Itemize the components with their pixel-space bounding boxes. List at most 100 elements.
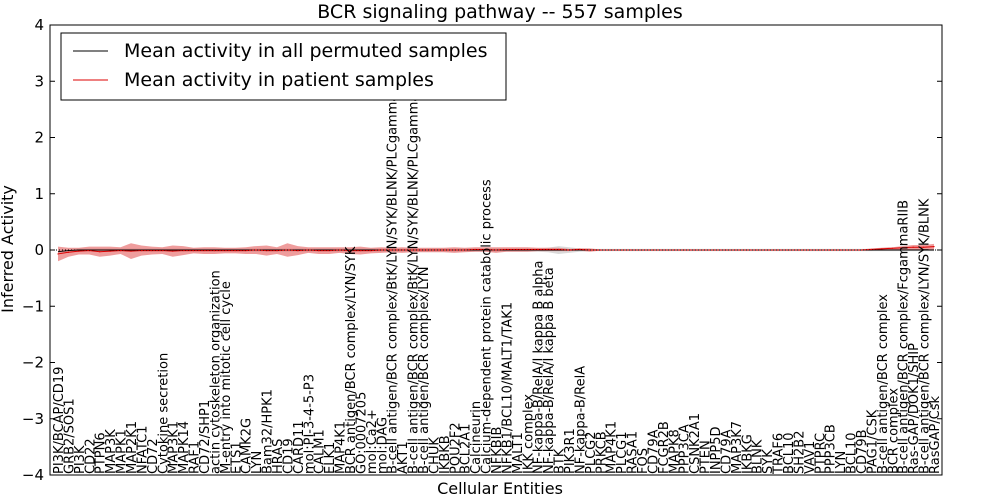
y-tick-label: −3 <box>22 410 44 428</box>
y-axis: −4 −3 −2 −1 0 1 2 3 4 <box>22 16 942 484</box>
x-tick-label: ELK1 <box>323 442 338 474</box>
x-tick-label: Calcineurin <box>469 401 484 474</box>
patient-data-point <box>255 249 257 251</box>
x-tick-label: CHUK <box>427 437 442 474</box>
patient-data-point <box>109 250 111 252</box>
x-tick-label: PLCG2 <box>584 431 599 474</box>
x-tick-label: GO:0007205 <box>354 392 369 474</box>
x-tick-label: mol:PI-3-4-5-P3 <box>302 374 317 474</box>
patient-data-point <box>756 249 758 251</box>
x-tick-label: BTK <box>553 448 568 474</box>
x-tick-label: BCL10 <box>782 432 797 474</box>
x-tick-label: NFKB1/BCL10/MALT1/TAK1 <box>500 302 515 474</box>
x-tick-label: PPP3CB <box>824 424 839 474</box>
y-tick-label: 2 <box>34 129 44 147</box>
plot-frame <box>49 24 943 476</box>
x-tick-label: CALM1 <box>313 429 328 474</box>
x-tick-label: NFKBIB <box>490 427 505 474</box>
patient-data-point <box>891 247 893 249</box>
x-tick-label: CAMK2G <box>240 418 255 474</box>
x-tick-label: CSNK2A1 <box>688 413 703 474</box>
patient-data-point <box>902 247 904 249</box>
patient-data-point <box>318 249 320 252</box>
x-tick-label: Bam32/HPK1 <box>261 389 276 474</box>
patient-data-point <box>213 249 216 252</box>
x-tick-label: CD79A <box>646 429 661 474</box>
patient-data-point <box>849 249 852 251</box>
x-tick-label: IKBKG <box>740 434 755 474</box>
x-tick-label: SH2B2 <box>792 431 807 475</box>
chart-title: BCR signaling pathway -- 557 samples <box>317 1 683 23</box>
x-tick-label: PAG1/CSK <box>865 409 880 474</box>
x-tick-label: IKBKB <box>438 435 453 474</box>
x-tick-label: Ras-GAP/DOK1/SHIP <box>907 343 922 474</box>
legend-label-permuted: Mean activity in all permuted samples <box>124 40 487 62</box>
x-tick-label: CD72/SHP1 <box>198 400 213 474</box>
patient-data-point <box>453 249 455 251</box>
x-tick-label: CD19 <box>281 438 296 474</box>
x-tick-label: MAP3K7 <box>730 421 745 474</box>
x-tick-label: BCR complex <box>886 388 901 474</box>
x-tick-label: PI3K <box>73 445 88 474</box>
patient-data-point <box>537 248 539 251</box>
y-tick-label: −4 <box>22 466 44 484</box>
x-tick-label: MAP2K1 <box>125 421 140 474</box>
x-tick-label: IKK complex <box>521 394 536 474</box>
patient-data-point <box>557 248 560 251</box>
y-tick-label: 1 <box>34 185 44 203</box>
patient-data-point <box>172 250 174 252</box>
patient-data-point <box>432 249 435 251</box>
x-tick-label: VAV1 <box>803 441 818 474</box>
patient-data-point <box>735 249 737 251</box>
x-tick-label: MAP4K1 <box>605 421 620 474</box>
x-tick-label: MAP4K1 <box>334 421 349 474</box>
x-axis-label: Cellular Entities <box>437 479 563 498</box>
x-tick-label: PRKCB <box>594 431 609 474</box>
patient-data-point <box>922 246 925 248</box>
y-tick-label: 4 <box>34 16 44 34</box>
legend: Mean activity in all permuted samples Me… <box>60 32 507 101</box>
x-tick-label: INPP5D <box>709 426 724 474</box>
patient-data-point <box>912 246 914 248</box>
patient-data-point <box>57 253 59 255</box>
patient-data-point <box>99 251 101 253</box>
patient-data-point <box>495 249 497 251</box>
x-tick-label: RASA1 <box>626 431 641 474</box>
patient-activity-band <box>58 243 934 262</box>
x-tick-label: B-cell antigen/BCR complex/LYN <box>417 267 432 474</box>
patient-data-point <box>672 249 674 251</box>
x-tick-label: BLNK <box>751 439 766 474</box>
x-tick-label: NFATC1 <box>135 426 150 474</box>
x-tick-label: HRAS <box>271 439 286 474</box>
x-tick-label: FCGR2B <box>657 421 672 474</box>
x-tick-label: CD79A <box>719 429 734 474</box>
x-tick-label: mol:Ca2+ <box>365 409 380 474</box>
x-tick-label: BCR antigen/BCR complex/LYN/SYK <box>344 246 359 474</box>
patient-data-point <box>714 249 716 251</box>
x-tick-label: PPP3CA <box>678 424 693 474</box>
x-tick-label: CD79B <box>855 429 870 474</box>
patient-data-point <box>870 248 873 251</box>
x-tick-label: NF-kappa-B/RelA/I kappa B alpha <box>532 261 547 474</box>
patient-data-point <box>140 249 143 252</box>
x-tick-label: PLCG1 <box>615 431 630 474</box>
x-tick-labels: PI3K/BCAP/CD19GRB2/SOS1PI3KCD22PTPN6MAP3… <box>52 85 943 475</box>
x-tick-label: actin cytoskeleton organization <box>208 270 223 474</box>
patient-data-point <box>297 249 299 252</box>
patient-data-point <box>78 250 80 252</box>
x-tick-label: CD22 <box>83 438 98 474</box>
legend-label-patient: Mean activity in patient samples <box>124 69 434 91</box>
x-tick-label: ETS1 <box>229 441 244 474</box>
patient-data-point <box>130 250 132 252</box>
x-tick-label: mol:DAG <box>375 417 390 474</box>
y-tick-label: 0 <box>34 241 44 259</box>
patient-data-point <box>797 249 800 251</box>
x-tick-label: PTPRC <box>813 433 828 474</box>
x-tick-label: MAPK8 <box>667 429 682 474</box>
patient-data-point <box>630 249 633 251</box>
confidence-bands <box>58 243 934 262</box>
x-tick-label: B-cell antigen/BCR complex/FcgammaRIIB <box>897 200 912 474</box>
patient-data-point <box>192 249 195 252</box>
x-tick-label: B-cell antigen/BCR complex/BtK/LYN/SYK/B… <box>407 85 422 474</box>
x-tick-label: AKT1 <box>396 441 411 474</box>
